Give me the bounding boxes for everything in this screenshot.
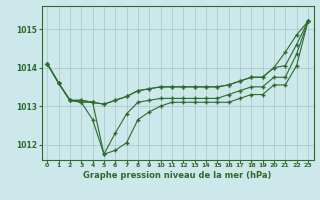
X-axis label: Graphe pression niveau de la mer (hPa): Graphe pression niveau de la mer (hPa): [84, 171, 272, 180]
